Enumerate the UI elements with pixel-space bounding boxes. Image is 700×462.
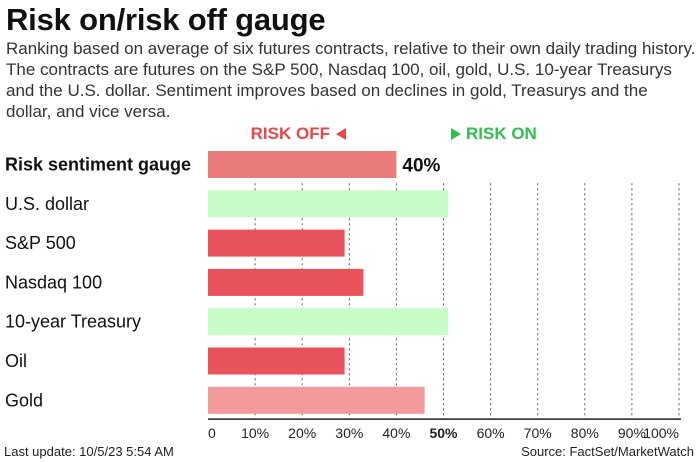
risk-on-label: RISK ON: [466, 124, 537, 143]
x-tick-label: 10%: [241, 425, 269, 441]
x-tick-label: 70%: [524, 425, 552, 441]
category-label: U.S. dollar: [5, 194, 89, 214]
x-tick-label: 100%: [643, 425, 679, 441]
category-label: Gold: [5, 390, 43, 410]
risk-legend: RISK OFF RISK ON: [0, 122, 700, 144]
category-label: Risk sentiment gauge: [5, 155, 191, 175]
x-tick-label: 50%: [429, 425, 458, 441]
x-tick-label: 90%: [618, 425, 646, 441]
x-tick-label: 30%: [335, 425, 363, 441]
x-tick-label: 80%: [571, 425, 599, 441]
bar-chart: Risk sentiment gauge 40% U.S. dollar S&P 50…: [5, 151, 681, 441]
bar: [208, 308, 449, 336]
arrow-left-icon: [336, 128, 346, 140]
category-label: Oil: [5, 351, 27, 371]
bar: [208, 229, 345, 257]
risk-off-label: RISK OFF: [250, 124, 330, 143]
category-label: S&P 500: [5, 233, 76, 253]
bar: [208, 386, 425, 414]
bar: [208, 190, 449, 218]
x-tick-label: 40%: [382, 425, 410, 441]
bar: [208, 347, 345, 375]
last-update: Last update: 10/5/23 5:54 AM: [4, 444, 174, 459]
x-tick-label: 20%: [288, 425, 316, 441]
category-label: 10-year Treasury: [5, 312, 141, 332]
data-label: 40%: [402, 156, 440, 177]
chart-subtitle: Ranking based on average of six futures …: [6, 39, 696, 121]
x-tick-label: 0: [208, 425, 216, 441]
bar: [208, 268, 364, 296]
x-tick-label: 60%: [477, 425, 505, 441]
arrow-right-icon: [451, 128, 461, 140]
chart-title: Risk on/risk off gauge: [6, 2, 326, 37]
source-note: Source: FactSet/MarketWatch: [521, 444, 694, 459]
category-label: Nasdaq 100: [5, 272, 102, 292]
bar: [208, 151, 397, 178]
